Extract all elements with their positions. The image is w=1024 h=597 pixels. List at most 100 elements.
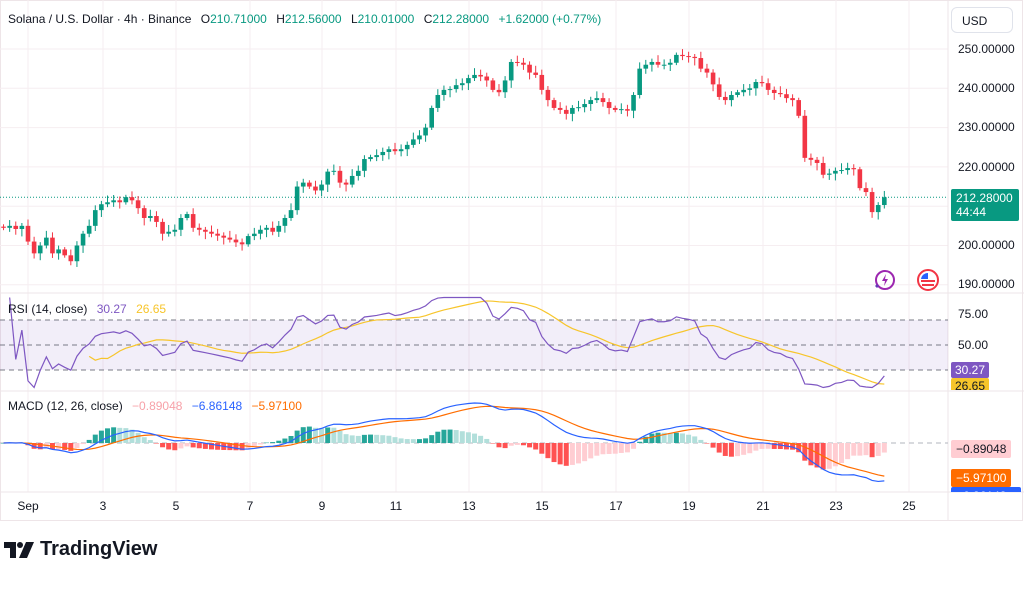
macd-line-tag-clip: −6.86148 — [951, 487, 1021, 492]
macd-histogram-bar — [147, 440, 153, 443]
rsi-legend: RSI (14, close) 30.27 26.65 — [8, 302, 172, 316]
macd-histogram-bar — [74, 443, 80, 449]
tradingview-logo-icon — [4, 541, 34, 558]
macd-histogram-bar — [600, 443, 606, 455]
candle-body — [643, 64, 649, 69]
rsi-tick: 75.00 — [958, 307, 989, 321]
x-tick: 5 — [172, 499, 180, 513]
candle-body — [56, 249, 61, 254]
macd-histogram-bar — [141, 437, 147, 443]
candle-body — [31, 241, 37, 254]
candle-body — [729, 94, 734, 101]
x-tick: 25 — [902, 499, 916, 513]
macd-histogram-bar — [447, 429, 453, 443]
candle-body — [484, 76, 490, 81]
candle-body — [680, 54, 685, 57]
macd-histogram-bar — [459, 431, 465, 443]
macd-histogram-bar — [312, 427, 318, 443]
us-flag-icon[interactable] — [916, 268, 940, 292]
change-value: +1.62000 (+0.77%) — [498, 12, 602, 26]
candle-body — [453, 85, 459, 90]
macd-histogram-bar — [306, 426, 312, 443]
macd-histogram-bar — [881, 443, 887, 453]
rsi-value: 30.27 — [96, 302, 127, 316]
lightning-icon[interactable] — [872, 268, 896, 292]
macd-line-value: −6.86148 — [191, 399, 243, 413]
macd-histogram-bar — [826, 443, 832, 469]
candle-body — [221, 235, 227, 238]
macd-histogram-bar — [398, 438, 404, 443]
candle-body — [356, 170, 361, 176]
candle-body — [576, 107, 581, 109]
macd-histogram-bar — [368, 434, 374, 443]
x-tick: 11 — [389, 499, 403, 513]
macd-histogram-bar — [98, 430, 104, 443]
macd-histogram-bar — [710, 443, 716, 448]
currency-button[interactable]: USD — [951, 7, 1013, 33]
macd-histogram-bar — [441, 429, 447, 443]
current-price-tag: 212.28000 44:44 — [951, 189, 1019, 221]
candle-body — [600, 98, 606, 103]
candle-body — [178, 217, 184, 230]
x-tick: 3 — [99, 499, 107, 513]
macd-histogram-bar — [270, 442, 276, 443]
macd-histogram-bar — [300, 427, 306, 443]
macd-histogram-bar — [190, 443, 196, 448]
candle-body — [62, 249, 67, 256]
candle-body — [502, 80, 508, 93]
macd-histogram-bar — [655, 432, 661, 443]
macd-histogram-bar — [465, 432, 471, 443]
candle-body — [527, 64, 532, 73]
tradingview-logo[interactable]: TradingView — [4, 538, 157, 561]
candle-body — [282, 217, 288, 226]
ohlc-low: L210.01000 — [351, 12, 414, 26]
candle-body — [117, 200, 123, 203]
macd-histogram-bar — [796, 443, 802, 453]
macd-histogram-bar — [416, 439, 422, 443]
macd-histogram-bar — [790, 443, 796, 450]
macd-histogram-bar — [637, 441, 643, 443]
x-tick: 9 — [318, 499, 326, 513]
candle-body — [582, 104, 587, 108]
candle-body — [839, 170, 844, 172]
macd-histogram-bar — [68, 443, 74, 451]
macd-histogram-bar — [233, 443, 239, 451]
candle-body — [166, 231, 171, 234]
candle-body — [759, 82, 765, 84]
macd-histogram-bar — [747, 443, 753, 454]
macd-histogram-bar — [129, 429, 135, 443]
candle-body — [490, 80, 496, 90]
candle-body — [863, 188, 869, 193]
macd-histogram-bar — [331, 427, 337, 443]
macd-histogram-bar — [508, 443, 514, 446]
macd-histogram-bar — [582, 443, 588, 462]
candle-body — [631, 94, 636, 111]
candle-body — [667, 62, 673, 65]
candle-body — [796, 100, 801, 116]
candle-body — [692, 56, 698, 59]
candle-body — [154, 216, 159, 222]
candle-body — [845, 168, 850, 171]
macd-histogram-bar — [741, 443, 747, 455]
candle-body — [245, 236, 251, 245]
brand-name: TradingView — [40, 538, 158, 560]
macd-histogram-bar — [153, 443, 159, 444]
candle-body — [704, 68, 710, 73]
candle-body — [196, 227, 202, 230]
macd-histogram-bar — [484, 438, 490, 443]
macd-histogram-bar — [490, 443, 496, 444]
candle-body — [300, 182, 306, 187]
macd-histogram-bar — [686, 434, 692, 443]
macd-histogram-bar — [349, 435, 355, 443]
macd-histogram-bar — [851, 443, 857, 456]
candle-body — [686, 56, 691, 58]
rsi-ma-line — [88, 300, 885, 385]
macd-histogram-bar — [673, 432, 679, 443]
candle-body — [814, 159, 820, 163]
candle-body — [423, 127, 428, 136]
candle-body — [99, 204, 104, 211]
macd-histogram-bar — [361, 434, 367, 443]
candle-body — [417, 135, 422, 140]
candle-body — [349, 175, 355, 185]
